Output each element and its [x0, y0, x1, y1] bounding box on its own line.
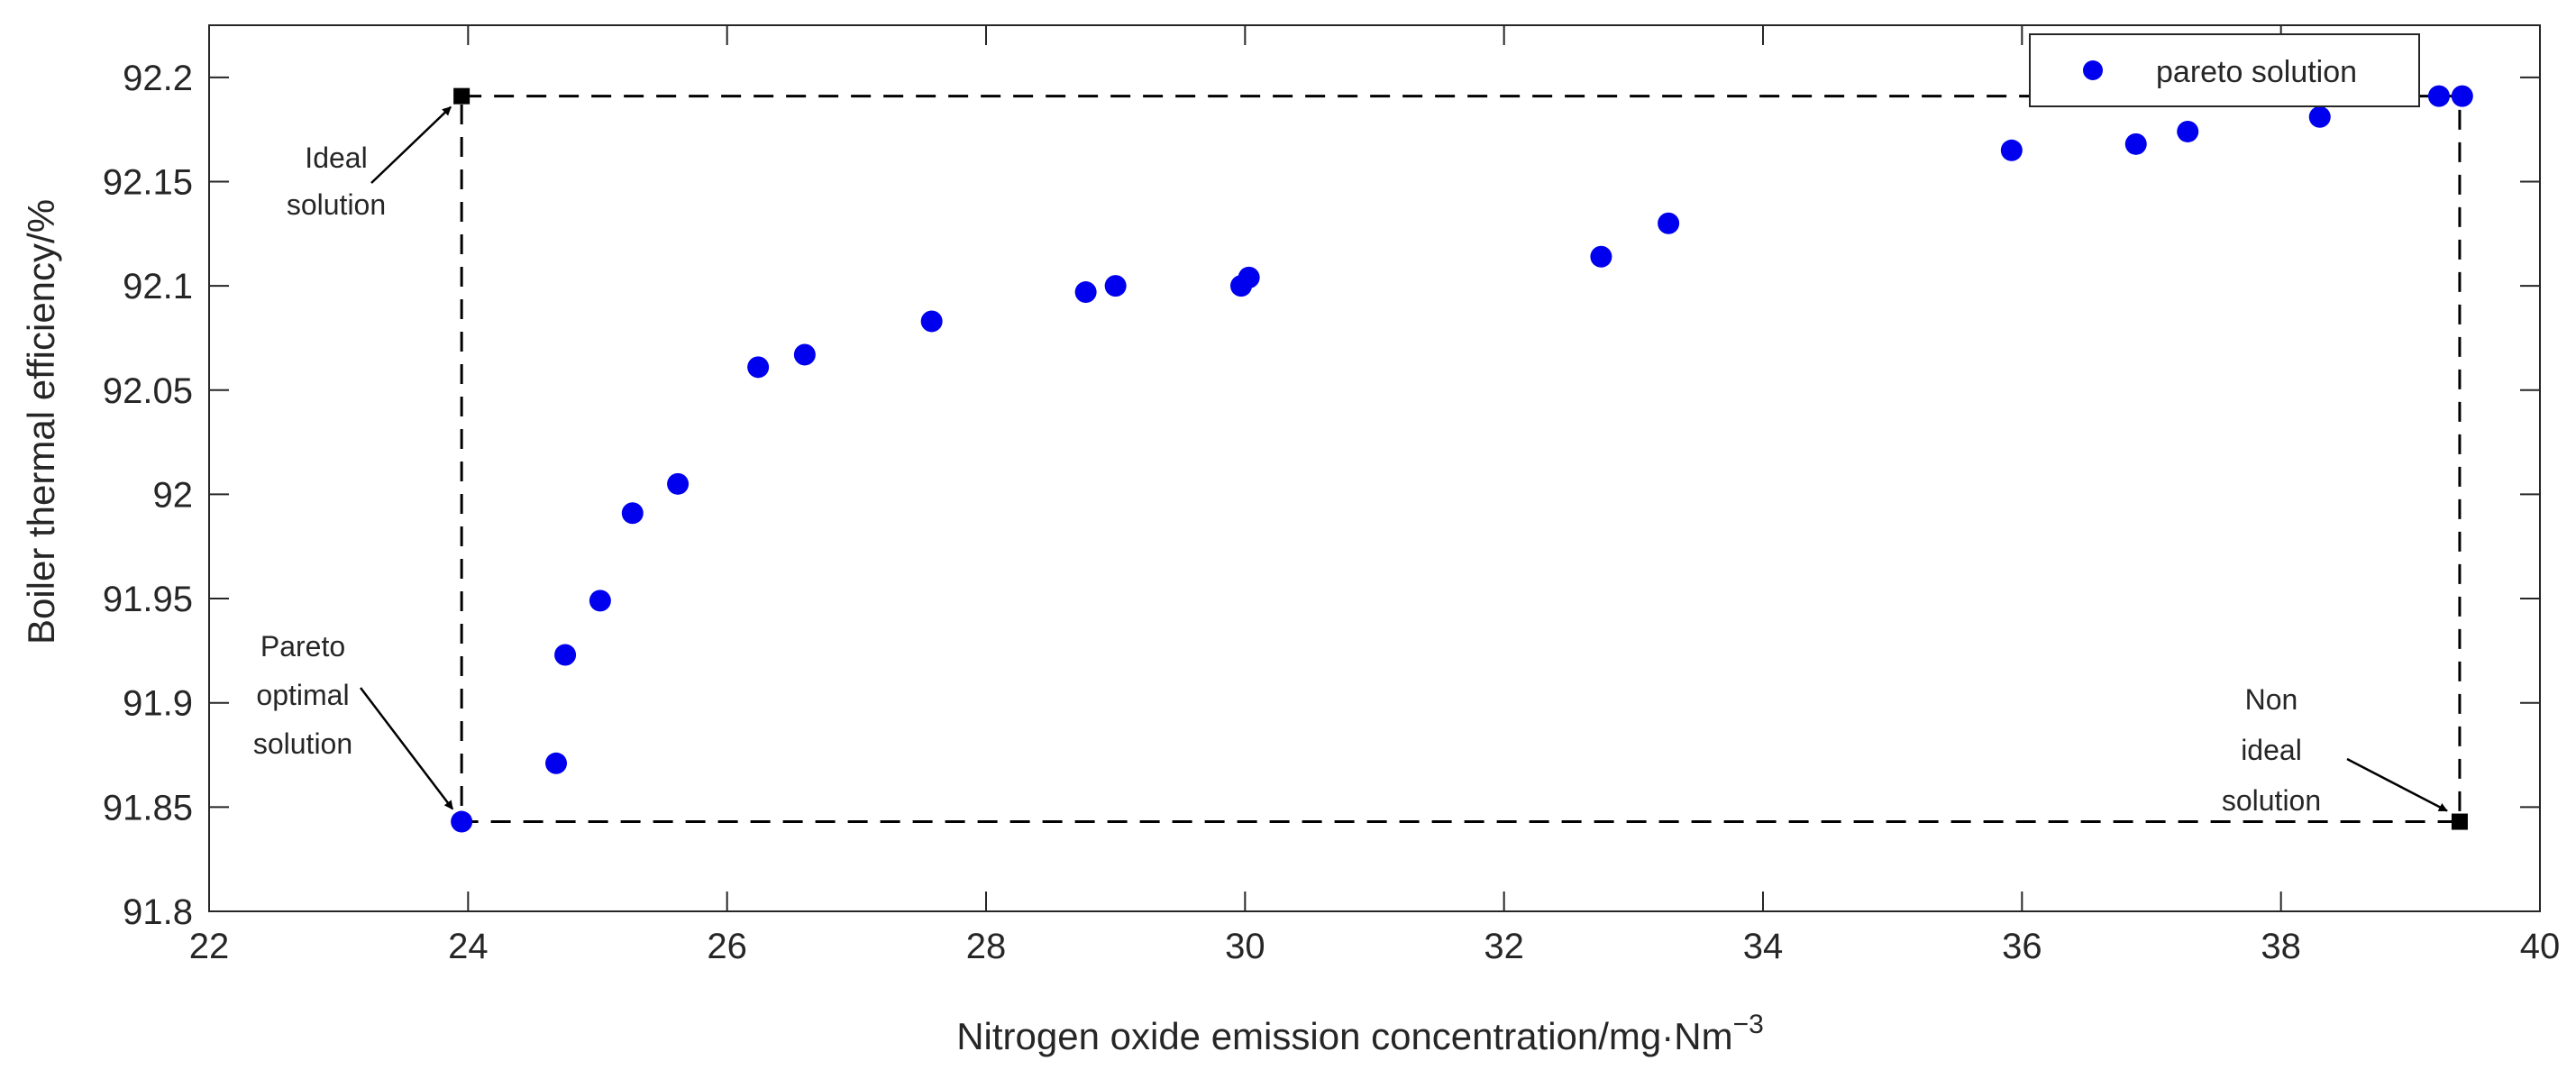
x-tick-label: 28 [966, 927, 1007, 966]
y-tick-label: 92.05 [103, 371, 193, 411]
pareto-point [1238, 266, 1260, 288]
x-axis-label: Nitrogen oxide emission concentration/mg… [956, 1010, 1764, 1057]
x-tick-label: 26 [707, 927, 747, 966]
non-ideal-solution-label: Non ideal solution [2222, 683, 2321, 817]
non-ideal-solution-label-line: Non [2245, 683, 2298, 716]
y-tick-label: 91.8 [123, 892, 193, 932]
y-tick-label: 92.15 [103, 162, 193, 202]
pareto-optimal-solution-label-line: Pareto [260, 630, 345, 663]
pareto-point [2124, 133, 2147, 155]
data-points [451, 85, 2473, 833]
x-tick-label: 22 [189, 927, 230, 966]
x-tick-label: 38 [2261, 927, 2301, 966]
legend-marker-pareto [2083, 60, 2103, 80]
ideal-solution-label: Ideal solution [287, 142, 386, 221]
plot-background [209, 25, 2540, 911]
x-tick-label: 34 [1743, 927, 1784, 966]
pareto-point [920, 310, 943, 333]
ideal-solution-label-line: solution [287, 188, 386, 221]
plot-area [209, 25, 2540, 911]
pareto-optimal-solution-label-line: solution [253, 727, 352, 760]
non-ideal-solution-label-line: solution [2222, 784, 2321, 817]
pareto-point [2308, 105, 2331, 128]
axes-frame [208, 24, 2541, 912]
ideal-solution-label-line: Ideal [305, 142, 367, 174]
special-points [453, 87, 2468, 830]
pareto-point [589, 590, 611, 612]
y-axis-label: Boiler thermal efficiency/% [20, 199, 62, 645]
pareto-point [1104, 275, 1127, 297]
pareto-optimal-solution-label: Pareto optimal solution [253, 630, 352, 760]
x-axis-label-superscript: −3 [1733, 1010, 1764, 1039]
pareto-optimal-solution-arrow [360, 687, 454, 810]
pareto-point [747, 356, 770, 379]
x-tick-label: 36 [2002, 927, 2042, 966]
x-tick-label: 24 [448, 927, 489, 966]
x-tick-label: 32 [1484, 927, 1524, 966]
pareto-point [545, 752, 568, 774]
legend-label-pareto: pareto solution [2156, 55, 2357, 89]
pareto-point [1074, 281, 1097, 304]
y-tick-label: 92.2 [123, 59, 193, 98]
legend: pareto solution [2029, 33, 2420, 107]
pareto-point [1590, 245, 1612, 268]
non-ideal-point-marker [2451, 813, 2468, 830]
pareto-optimal-solution-label-line: optimal [256, 679, 349, 711]
tick-labels: 22 24 26 28 30 32 34 36 38 40 91.8 91.85 91.9 91.95 92… [103, 59, 2560, 966]
x-tick-label: 40 [2520, 927, 2561, 966]
pareto-point [451, 810, 473, 833]
pareto-point [2177, 120, 2199, 142]
y-tick-label: 91.85 [103, 788, 193, 828]
annotations: Ideal solution Pareto optimal solution Non ide… [253, 105, 2448, 817]
y-tick-label: 92 [153, 475, 194, 515]
y-tick-label: 92.1 [123, 267, 193, 306]
non-ideal-solution-label-line: ideal [2241, 734, 2302, 766]
pareto-point [554, 644, 577, 666]
non-ideal-solution-arrow [2346, 757, 2448, 812]
pareto-point [2451, 85, 2473, 107]
ideal-solution-arrow [370, 105, 452, 184]
x-tick-label: 30 [1225, 927, 1265, 966]
y-tick-label: 91.95 [103, 580, 193, 619]
ideal-point-marker [453, 87, 470, 105]
pareto-point [793, 343, 816, 366]
pareto-point [1658, 212, 1680, 234]
pareto-point [667, 472, 690, 495]
y-tick-label: 91.9 [123, 684, 193, 724]
pareto-point [621, 502, 644, 525]
axes [208, 24, 2541, 912]
x-axis-label-main: Nitrogen oxide emission concentration/mg… [956, 1015, 1732, 1057]
pareto-point [2427, 85, 2450, 107]
pareto-point [2000, 139, 2023, 161]
